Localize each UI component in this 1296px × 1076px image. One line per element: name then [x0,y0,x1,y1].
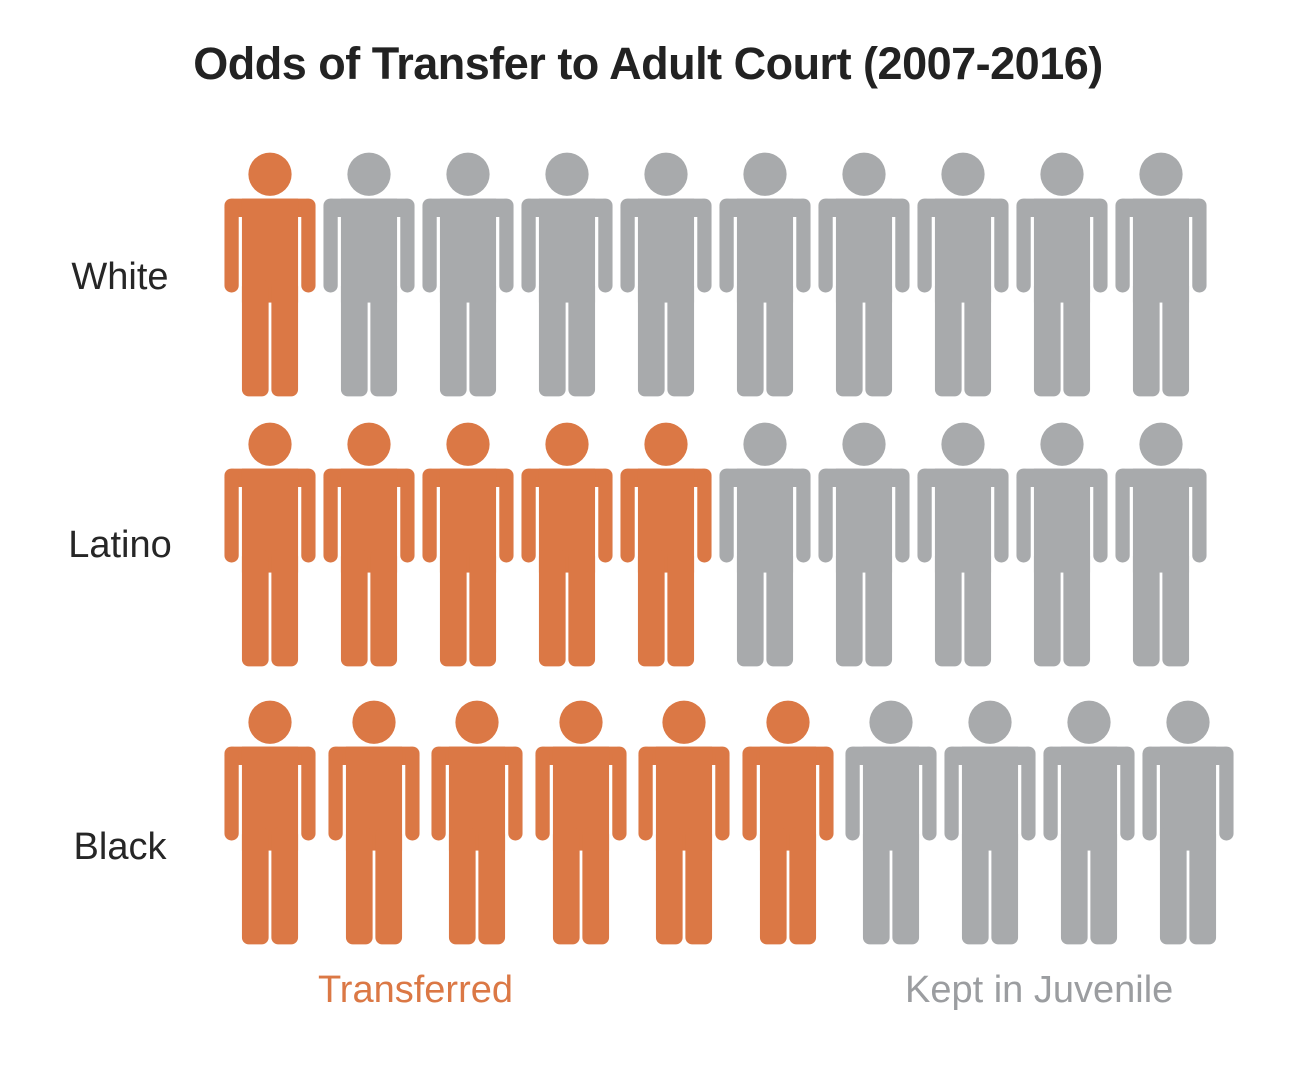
row-label-white: White [71,256,169,298]
person-icon [534,700,627,945]
row-label-latino: Latino [68,524,172,566]
person-icon [1016,152,1108,397]
person-icon [224,152,316,397]
person-icon [521,152,613,397]
person-icon [327,700,420,945]
person-icon [719,152,811,397]
person-icon [323,422,415,667]
person-icon [521,422,613,667]
pictogram-row-white [224,142,1207,407]
person-icon [917,422,1009,667]
person-icon [1043,700,1135,945]
person-icon [1115,152,1207,397]
person-icon [719,422,811,667]
person-icon [1115,422,1207,667]
pictogram-row-latino [224,412,1207,677]
person-icon [620,422,712,667]
person-icon [818,422,910,667]
person-icon [620,152,712,397]
person-icon [431,700,523,945]
person-icon [1142,700,1234,945]
person-icon [422,152,514,397]
legend-kept-label: Kept in Juvenile [905,969,1174,1011]
person-icon [845,700,937,945]
legend-transferred-label: Transferred [318,969,513,1011]
person-icon [638,700,730,945]
person-icon [1016,422,1108,667]
person-icon [818,152,910,397]
person-icon [224,700,316,945]
person-icon [323,152,415,397]
row-label-black: Black [73,826,167,868]
person-icon [944,700,1036,945]
person-icon [422,422,514,667]
person-icon [917,152,1009,397]
chart-title: Odds of Transfer to Adult Court (2007-20… [193,38,1103,89]
person-icon [224,422,316,667]
pictogram-row-black [224,690,1234,955]
person-icon [741,700,834,945]
